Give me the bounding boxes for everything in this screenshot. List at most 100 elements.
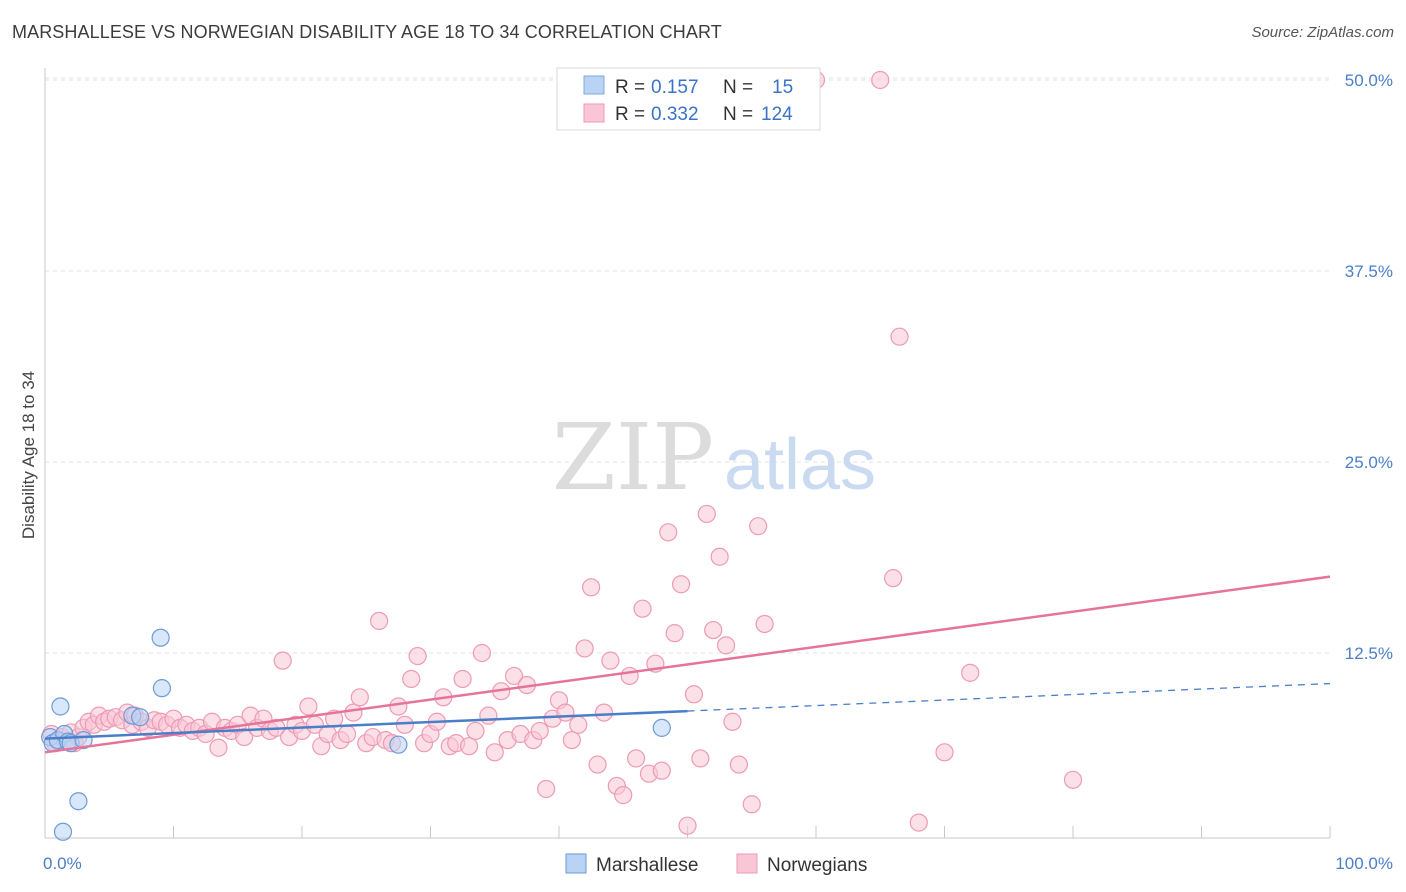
point-norwegians-119	[890, 327, 909, 346]
point-norwegians-59	[389, 697, 408, 716]
point-norwegians-108	[704, 620, 723, 640]
point-norwegians-105	[684, 685, 704, 704]
legend-r-label: R =	[615, 77, 645, 98]
point-norwegians-97	[633, 599, 652, 618]
point-norwegians-100	[652, 761, 671, 780]
point-norwegians-115	[755, 614, 774, 634]
point-norwegians-103	[671, 575, 691, 594]
x-tick-label-1: 100.0%	[1335, 854, 1393, 873]
point-norwegians-90	[588, 755, 607, 774]
point-norwegians-62	[408, 646, 427, 666]
legend-r-label: R =	[615, 104, 645, 125]
point-norwegians-121	[935, 743, 954, 762]
watermark-zip: ZIP	[552, 404, 714, 511]
series-legend-label-norwegians: Norwegians	[767, 855, 867, 876]
legend-r-value-norwegians: 0.332	[651, 104, 699, 125]
grid-lines	[45, 77, 1330, 654]
point-norwegians-71	[466, 721, 485, 741]
series-legend-swatch-marshallese	[565, 853, 587, 874]
point-marshallese-7	[69, 792, 88, 811]
point-marshallese-10	[130, 708, 150, 727]
point-norwegians-73	[479, 706, 498, 725]
point-norwegians-96	[626, 749, 646, 768]
point-norwegians-120	[909, 813, 928, 832]
series-legend: Marshallese Norwegians	[565, 853, 867, 876]
point-norwegians-88	[575, 639, 594, 658]
point-norwegians-72	[472, 643, 491, 663]
point-norwegians-61	[402, 669, 421, 689]
point-norwegians-123	[1063, 770, 1083, 789]
point-norwegians-69	[453, 669, 472, 689]
point-norwegians-112	[729, 755, 749, 774]
chart-title: MARSHALLESE VS NORWEGIAN DISABILITY AGE …	[12, 22, 722, 42]
y-tick-label-2: 37.5%	[1345, 262, 1393, 281]
legend-n-label: N =	[723, 104, 753, 125]
point-norwegians-74	[485, 743, 504, 762]
point-norwegians-70	[459, 737, 479, 756]
watermark: ZIP atlas	[552, 404, 876, 511]
point-norwegians-117	[871, 70, 890, 90]
stats-legend: R = 0.157 N = 15 R = 0.332 N = 124	[556, 67, 821, 131]
point-marshallese-15	[53, 822, 73, 841]
point-norwegians-53	[350, 688, 369, 707]
point-norwegians-82	[537, 779, 556, 799]
point-norwegians-95	[620, 666, 639, 686]
legend-swatch-marshallese	[583, 75, 605, 95]
point-marshallese-12	[152, 679, 172, 698]
point-norwegians-122	[961, 663, 980, 682]
watermark-atlas: atlas	[724, 425, 876, 505]
point-norwegians-109	[710, 547, 729, 566]
point-norwegians-86	[562, 730, 581, 750]
point-norwegians-111	[723, 712, 742, 731]
point-norwegians-114	[749, 517, 768, 536]
point-norwegians-35	[235, 727, 254, 747]
point-norwegians-52	[344, 703, 363, 722]
point-norwegians-92	[601, 651, 620, 670]
series-legend-label-marshallese: Marshallese	[596, 855, 698, 876]
point-norwegians-45	[299, 697, 318, 716]
y-tick-label-3: 50.0%	[1345, 71, 1393, 90]
point-norwegians-60	[395, 715, 414, 734]
point-norwegians-51	[337, 724, 357, 744]
point-norwegians-89	[582, 578, 601, 597]
point-norwegians-85	[556, 703, 575, 722]
point-norwegians-41	[273, 651, 292, 670]
point-marshallese-11	[151, 628, 170, 647]
trend-line-marshallese-extension	[687, 682, 1331, 712]
trend-lines	[44, 575, 1331, 754]
point-norwegians-81	[530, 721, 549, 741]
legend-n-label: N =	[723, 77, 753, 98]
point-norwegians-118	[883, 569, 903, 588]
point-marshallese-3	[51, 697, 70, 716]
data-points	[41, 70, 1083, 841]
tick-labels: 12.5% 25.0% 37.5% 50.0% 0.0% 100.0%	[43, 71, 1393, 873]
point-norwegians-77	[504, 666, 524, 686]
series-legend-swatch-norwegians	[736, 853, 758, 874]
point-norwegians-110	[716, 636, 736, 655]
point-norwegians-113	[742, 795, 761, 814]
legend-swatch-norwegians	[583, 103, 605, 123]
point-norwegians-101	[659, 523, 678, 542]
source-label: Source: ZipAtlas.com	[1251, 24, 1394, 41]
point-norwegians-87	[569, 715, 588, 734]
point-norwegians-107	[697, 504, 716, 524]
legend-r-value-marshallese: 0.157	[651, 77, 699, 98]
x-tick-label-0: 0.0%	[43, 854, 82, 873]
y-axis-label: Disability Age 18 to 34	[19, 371, 38, 539]
point-norwegians-56	[370, 611, 389, 631]
legend-n-value-marshallese: 15	[772, 77, 793, 98]
trend-line-marshallese	[44, 709, 688, 740]
trend-line-norwegians	[44, 575, 1331, 754]
y-tick-label-0: 12.5%	[1345, 644, 1393, 663]
point-norwegians-31	[209, 738, 228, 757]
point-norwegians-94	[614, 786, 633, 805]
point-norwegians-91	[594, 703, 614, 722]
point-norwegians-102	[665, 624, 684, 643]
point-norwegians-104	[678, 816, 697, 835]
point-marshallese-14	[652, 718, 671, 737]
point-marshallese-13	[389, 735, 408, 754]
point-norwegians-106	[691, 749, 710, 768]
legend-n-value-norwegians: 124	[761, 104, 793, 125]
y-tick-label-1: 25.0%	[1345, 453, 1393, 472]
